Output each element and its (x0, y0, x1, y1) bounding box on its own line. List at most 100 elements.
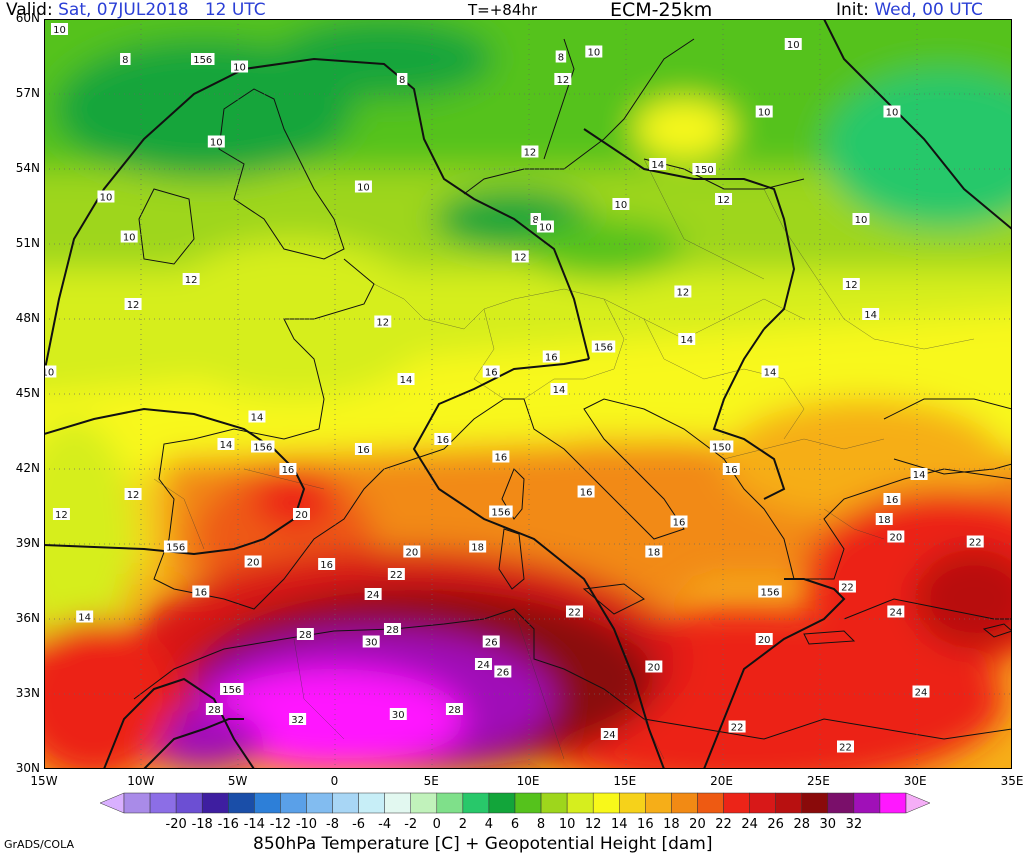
temperature-label-box (364, 588, 382, 600)
temperature-label: 12 (52, 508, 70, 521)
valid-value: Sat, 07JUL2018 12 UTC (58, 0, 266, 20)
temperature-label-text: 8 (558, 53, 564, 64)
temperature-label-text: 20 (758, 635, 771, 646)
temperature-label: 28 (296, 628, 314, 641)
temperature-label-box (362, 635, 380, 648)
temperature-label: 26 (494, 665, 512, 679)
colorbar-tick-label: 12 (584, 817, 602, 832)
temperature-label-text: 14 (251, 413, 264, 424)
temperature-label-text: 8 (533, 215, 539, 226)
colorbar-tick-label: 24 (741, 817, 758, 832)
temperature-label-box (862, 308, 880, 320)
temperature-label-box (912, 685, 930, 698)
colorbar-segment (332, 792, 359, 814)
colorbar-segment (540, 792, 568, 814)
temperature-label-box (124, 298, 142, 310)
colorbar-tick-label: -20 (165, 817, 187, 832)
temperature-label-box (383, 623, 401, 635)
colorbar-segment (905, 792, 930, 814)
map-title: 850hPa Temperature [C] + Geopotential He… (253, 834, 713, 854)
colorbar-segment (175, 792, 203, 814)
colorbar-segment (645, 792, 672, 814)
temperature-label-box (231, 60, 249, 73)
height-label-box (692, 163, 716, 175)
temperature-label-text: 22 (731, 723, 744, 734)
temperature-label: 12 (521, 145, 539, 159)
temperature-label-box (120, 230, 138, 243)
temperature-label: 12 (124, 298, 142, 311)
temperature-label-text: 10 (100, 193, 113, 204)
colorbar-segment (879, 792, 907, 814)
colorbar-segment (749, 792, 776, 814)
lat-label: 51N (15, 236, 40, 250)
temperature-label-text: 12 (127, 300, 140, 311)
temperature-label: 10 (44, 365, 57, 379)
temperature-label: 20 (403, 545, 421, 559)
temperature-label: 12 (842, 278, 860, 291)
temperature-label-box (536, 220, 554, 233)
temperature-label: 22 (966, 535, 984, 549)
temperature-label-box (612, 198, 630, 210)
temperature-label: 24 (474, 658, 492, 671)
temperature-label-text: 20 (247, 558, 260, 569)
temperature-label-text: 22 (568, 608, 581, 619)
lon-label: 25E (806, 774, 830, 788)
temperature-label-text: 20 (889, 533, 902, 544)
temperature-label-box (207, 135, 225, 148)
temperature-label-box (44, 365, 57, 378)
temperature-label-box (494, 665, 512, 678)
temperature-label: 8 (530, 213, 541, 226)
lon-label: 10W (127, 774, 155, 788)
temperature-label: 14 (678, 333, 696, 346)
temperature-label-text: 22 (841, 583, 854, 594)
temperature-label-box (670, 515, 688, 528)
temperature-label: 16 (279, 463, 297, 476)
colorbar-tick-label: 6 (510, 817, 520, 832)
temperature-label-text: 18 (471, 543, 484, 554)
temperature-label-box (318, 558, 336, 570)
temperature-label-box (678, 333, 696, 345)
temperature-label-text: 14 (400, 375, 413, 386)
height-label: 150 (709, 440, 734, 454)
temperature-label: 22 (387, 568, 405, 581)
height-contours (44, 19, 1012, 769)
temperature-label-text: 10 (123, 233, 136, 244)
init-value: Wed, 00 UTC (874, 0, 983, 20)
forecast-step: T=+84hr (468, 1, 538, 19)
temperature-label-text: 14 (864, 310, 877, 321)
height-label-text: 156 (594, 343, 613, 354)
height-label: 156 (191, 53, 215, 66)
temperature-label: 14 (217, 438, 235, 451)
temperature-label-text: 28 (448, 705, 461, 716)
colorbar-tick-label: -12 (269, 817, 291, 832)
lon-label: 15E (613, 774, 637, 788)
temperature-label: 18 (875, 513, 893, 526)
temperature-label: 14 (761, 365, 779, 379)
temperature-label-text: 16 (580, 488, 593, 499)
colorbar-segment (514, 792, 542, 814)
temperature-label: 22 (565, 605, 583, 619)
temperature-label-text: 16 (886, 495, 899, 506)
temperature-label-text: 30 (365, 638, 378, 649)
height-label-text: 156 (253, 443, 272, 454)
temperature-label-box (124, 488, 142, 500)
colorbar-tick-label: 4 (484, 817, 494, 832)
temperature-label-text: 16 (485, 368, 498, 379)
temperature-label: 30 (389, 708, 407, 721)
height-label: 156 (251, 440, 275, 454)
temperature-label-box (374, 315, 392, 328)
lat-label: 36N (15, 611, 40, 625)
height-label-text: 156 (491, 508, 510, 519)
temperature-label-text: 14 (764, 368, 777, 379)
temperature-label: 10 (354, 180, 372, 194)
height-label: 156 (489, 505, 513, 519)
colorbar-segment (384, 792, 411, 814)
temperature-label-text: 16 (495, 453, 508, 464)
temperature-label: 16 (318, 558, 336, 571)
temperature-label-box (722, 463, 740, 475)
temperature-label-box (577, 485, 595, 498)
temperature-label-box (474, 658, 492, 670)
colorbar-segment (306, 792, 333, 814)
temperature-label: 10 (536, 220, 554, 234)
